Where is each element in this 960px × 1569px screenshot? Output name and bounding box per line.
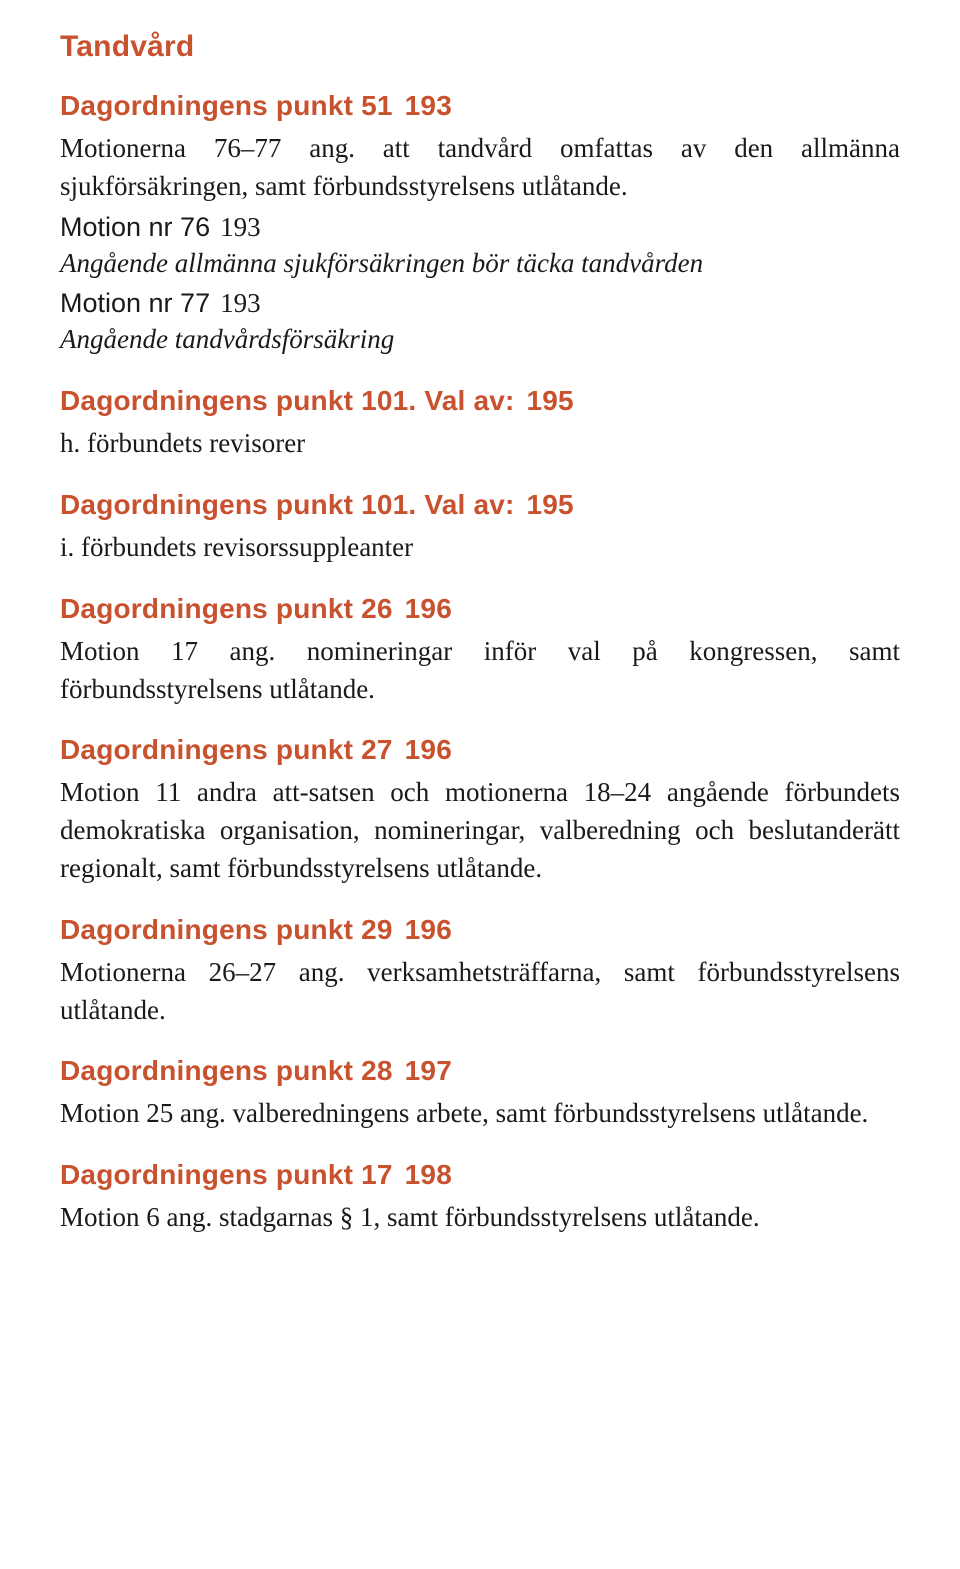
body-punkt-17: Motion 6 ang. stadgarnas § 1, samt förbu…	[60, 1199, 900, 1237]
body-punkt-27: Motion 11 andra att-satsen och motionern…	[60, 774, 900, 887]
heading-label: Dagordningens punkt 28	[60, 1055, 393, 1086]
heading-label: Dagordningens punkt 101. Val av:	[60, 489, 515, 520]
heading-punkt-101-i: Dagordningens punkt 101. Val av: 195	[60, 489, 900, 521]
heading-page: 197	[405, 1055, 452, 1086]
heading-page: 196	[405, 914, 452, 945]
body-punkt-26: Motion 17 ang. nomineringar inför val på…	[60, 633, 900, 709]
motion-76-desc: Angående allmänna sjukförsäkringen bör t…	[60, 245, 900, 283]
motion-76-label: Motion nr 76	[60, 212, 210, 242]
heading-page: 193	[405, 90, 452, 121]
heading-page: 196	[405, 734, 452, 765]
heading-punkt-17: Dagordningens punkt 17 198	[60, 1159, 900, 1191]
heading-page: 195	[527, 385, 574, 416]
motion-77-label: Motion nr 77	[60, 288, 210, 318]
body-punkt-28: Motion 25 ang. valberedningens arbete, s…	[60, 1095, 900, 1133]
heading-punkt-101-h: Dagordningens punkt 101. Val av: 195	[60, 385, 900, 417]
heading-label: Dagordningens punkt 27	[60, 734, 393, 765]
motion-77-line: Motion nr 77 193	[60, 288, 900, 319]
heading-punkt-29: Dagordningens punkt 29 196	[60, 914, 900, 946]
body-punkt-51: Motionerna 76–77 ang. att tandvård omfat…	[60, 130, 900, 206]
heading-label: Dagordningens punkt 101. Val av:	[60, 385, 515, 416]
body-punkt-101-i: i. förbundets revisorssuppleanter	[60, 529, 900, 567]
body-punkt-101-h: h. förbundets revisorer	[60, 425, 900, 463]
heading-label: Dagordningens punkt 51	[60, 90, 393, 121]
section-punkt-26: Dagordningens punkt 26 196 Motion 17 ang.…	[60, 593, 900, 709]
section-punkt-17: Dagordningens punkt 17 198 Motion 6 ang. …	[60, 1159, 900, 1237]
section-punkt-101-i: Dagordningens punkt 101. Val av: 195 i. f…	[60, 489, 900, 567]
body-punkt-29: Motionerna 26–27 ang. verksamhetsträffar…	[60, 954, 900, 1030]
section-title: Tandvård	[60, 30, 900, 64]
motion-77-page: 193	[220, 288, 261, 318]
section-punkt-101-h: Dagordningens punkt 101. Val av: 195 h. f…	[60, 385, 900, 463]
section-punkt-51: Dagordningens punkt 51 193 Motionerna 76–…	[60, 90, 900, 359]
motion-76-page: 193	[220, 212, 261, 242]
section-punkt-29: Dagordningens punkt 29 196 Motionerna 26–…	[60, 914, 900, 1030]
heading-punkt-27: Dagordningens punkt 27 196	[60, 734, 900, 766]
heading-page: 196	[405, 593, 452, 624]
heading-punkt-28: Dagordningens punkt 28 197	[60, 1055, 900, 1087]
heading-label: Dagordningens punkt 17	[60, 1159, 393, 1190]
heading-punkt-26: Dagordningens punkt 26 196	[60, 593, 900, 625]
heading-label: Dagordningens punkt 29	[60, 914, 393, 945]
motion-76-line: Motion nr 76 193	[60, 212, 900, 243]
heading-label: Dagordningens punkt 26	[60, 593, 393, 624]
section-punkt-28: Dagordningens punkt 28 197 Motion 25 ang.…	[60, 1055, 900, 1133]
motion-77-desc: Angående tandvårdsförsäkring	[60, 321, 900, 359]
heading-page: 195	[527, 489, 574, 520]
section-title-text: Tandvård	[60, 30, 194, 63]
heading-punkt-51: Dagordningens punkt 51 193	[60, 90, 900, 122]
heading-page: 198	[405, 1159, 452, 1190]
section-punkt-27: Dagordningens punkt 27 196 Motion 11 andr…	[60, 734, 900, 887]
